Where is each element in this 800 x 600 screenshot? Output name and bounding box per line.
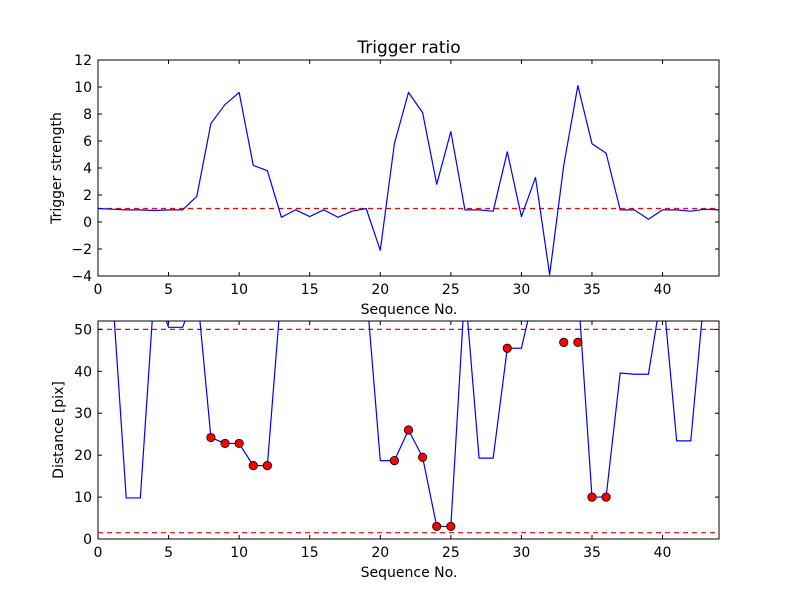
x-tick-label: 40 [654, 282, 672, 298]
data-point-marker [601, 492, 611, 502]
data-point-marker [234, 438, 244, 449]
y-tick-label: −4 [71, 269, 92, 285]
data-point-marker [446, 521, 456, 532]
x-tick-label: 40 [654, 545, 672, 561]
y-tick-label: 40 [74, 364, 92, 380]
y-tick-label: 30 [74, 406, 92, 422]
data-point-marker [262, 461, 272, 471]
y-tick-label: 10 [74, 490, 92, 506]
data-point-marker [587, 492, 597, 502]
y-tick-label: 0 [83, 215, 92, 231]
trigger-ratio-panel: Trigger ratio Sequence No. Trigger stren… [49, 38, 720, 318]
data-point-marker [418, 452, 428, 462]
x-tick-label: 30 [512, 545, 530, 561]
x-tick-label: 5 [164, 282, 173, 298]
y-tick-label: 20 [74, 448, 92, 464]
data-point-marker [248, 461, 258, 471]
axes-frame [97, 320, 720, 540]
x-tick-label: 15 [301, 282, 319, 298]
distance-panel: Sequence No. Distance [pix] 0 5 10 15 20 25 30… [51, 320, 720, 581]
y-tick-label: 12 [74, 53, 92, 69]
x-tick-label: 10 [230, 545, 248, 561]
y-tick-label: 10 [74, 80, 92, 96]
x-tick-label: 35 [583, 545, 601, 561]
data-point-marker [403, 425, 414, 435]
data-point-marker [502, 343, 512, 353]
data-point-marker [573, 337, 583, 347]
y-tick-label: 2 [83, 188, 92, 204]
y-axis-label: Distance [pix] [51, 381, 67, 479]
x-tick-label: 10 [230, 282, 248, 298]
y-tick-label: 50 [74, 322, 92, 338]
data-point-marker [559, 337, 569, 347]
y-tick-label: 6 [83, 134, 92, 150]
y-axis-label: Trigger strength [49, 112, 65, 225]
data-point-marker [220, 438, 230, 449]
series-line-0 [98, 85, 719, 276]
x-tick-label: 25 [442, 545, 460, 561]
plot-area [98, 85, 719, 276]
y-tick-label: 4 [83, 161, 92, 177]
x-tick-label: 30 [512, 282, 530, 298]
x-tick-label: 20 [371, 545, 389, 561]
chart-title: Trigger ratio [356, 38, 460, 58]
x-tick-label: 5 [164, 545, 173, 561]
plot-area [98, 321, 719, 534]
data-point-marker [432, 521, 442, 532]
x-tick-label: 0 [94, 545, 103, 561]
x-tick-label: 15 [301, 545, 319, 561]
x-tick-label: 25 [442, 282, 460, 298]
data-point-marker [206, 432, 216, 443]
x-axis-label: Sequence No. [361, 565, 458, 581]
x-tick-label: 0 [94, 282, 103, 298]
data-point-marker [389, 456, 399, 466]
x-axis-label: Sequence No. [361, 302, 458, 318]
x-tick-label: 35 [583, 282, 601, 298]
y-tick-label: −2 [71, 242, 92, 258]
x-tick-label: 20 [371, 282, 389, 298]
y-tick-label: 0 [83, 532, 92, 548]
y-tick-label: 8 [83, 107, 92, 123]
